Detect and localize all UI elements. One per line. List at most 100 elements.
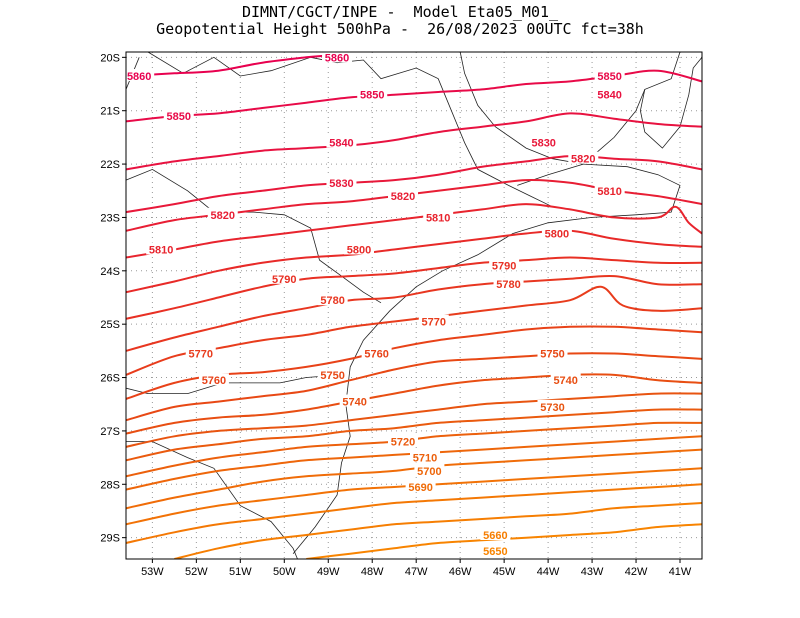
x-tick-label: 51W — [229, 566, 252, 578]
y-tick-label: 20S — [100, 52, 120, 64]
contour-label: 5740 — [553, 375, 577, 387]
contour-label: 5820 — [210, 210, 234, 222]
contour-5810 — [126, 203, 702, 259]
title-line-2: Geopotential Height 500hPa - 26/08/2023 … — [156, 20, 644, 38]
contour-label-bg — [207, 207, 238, 220]
contour-label: 5840 — [597, 90, 621, 102]
contour-label: 5790 — [492, 260, 516, 272]
state-border-mg-sp — [147, 52, 553, 208]
longitude-axis: 53W 52W 51W 50W 49W 48W 47W 46W 45W 44W 43W 42W 41W — [141, 559, 692, 578]
y-tick-label: 26S — [100, 373, 120, 385]
x-tick-label: 42W — [625, 566, 648, 578]
contour-5830 — [126, 155, 702, 214]
contour-5670 — [126, 483, 702, 544]
contour-5840 — [126, 112, 702, 171]
contour-label: 5770 — [189, 349, 213, 361]
contour-label: 5800 — [545, 228, 569, 240]
contour-label-bg — [317, 367, 348, 380]
contour-label: 5750 — [320, 370, 344, 382]
contour-label-bg — [326, 135, 357, 148]
y-tick-label: 29S — [100, 533, 120, 545]
contour-label: 5830 — [531, 138, 555, 150]
contour-label-bg — [568, 151, 599, 164]
contour-5740 — [126, 373, 702, 435]
contour-label-bg — [480, 527, 511, 540]
x-tick-label: 41W — [669, 566, 692, 578]
y-tick-label: 22S — [100, 159, 120, 171]
contour-label-bg — [317, 293, 348, 306]
contour-label: 5710 — [413, 453, 437, 465]
x-tick-label: 53W — [141, 566, 164, 578]
contour-label: 5720 — [391, 437, 415, 449]
y-tick-label: 23S — [100, 212, 120, 224]
contour-5720 — [126, 408, 702, 462]
contour-5750 — [126, 352, 702, 422]
contour-label: 5850 — [597, 71, 621, 83]
contour-label-bg — [550, 373, 581, 386]
contour-5660 — [174, 502, 702, 559]
contour-label-bg — [344, 242, 375, 255]
contour-label: 5740 — [342, 397, 366, 409]
contour-label-bg — [146, 242, 177, 255]
contour-label: 5770 — [422, 317, 446, 329]
contour-label-bg — [489, 258, 520, 271]
contour-label-bg — [414, 463, 445, 476]
state-border-pr-sc — [126, 374, 342, 394]
latitude-axis: 20S 21S 22S 23S 24S 25S 26S 27S 28S 29S — [100, 52, 126, 545]
y-tick-label: 25S — [100, 319, 120, 331]
x-tick-label: 43W — [581, 566, 604, 578]
y-tick-label: 27S — [100, 426, 120, 438]
contour-5790 — [126, 256, 702, 320]
contour-label: 5790 — [272, 274, 296, 286]
contour-label: 5810 — [149, 244, 173, 256]
contour-label: 5760 — [364, 349, 388, 361]
contour-label-bg — [163, 109, 194, 122]
contour-label: 5660 — [483, 530, 507, 542]
contour-label-bg — [594, 87, 625, 100]
contour-label: 5810 — [426, 212, 450, 224]
contour-label-bg — [537, 346, 568, 359]
state-border-mg-rj — [517, 52, 681, 186]
contour-label-bg — [357, 87, 388, 100]
y-tick-label: 21S — [100, 106, 120, 118]
contour-label: 5780 — [496, 279, 520, 291]
contour-label: 5830 — [329, 178, 353, 190]
x-tick-label: 50W — [273, 566, 296, 578]
title-line-1: DIMNT/CGCT/INPE - Model Eta05_M01_ — [241, 3, 559, 21]
state-border-ms-pr — [126, 168, 382, 304]
contour-label: 5850 — [167, 111, 191, 123]
contour-label-bg — [541, 226, 572, 239]
x-tick-label: 47W — [405, 566, 428, 578]
contour-label: 5650 — [483, 546, 507, 558]
contour-5800 — [126, 229, 702, 294]
contour-label-bg — [418, 314, 449, 327]
contour-label: 5850 — [360, 90, 384, 102]
contour-5780 — [126, 274, 702, 352]
contour-label-bg — [388, 189, 419, 202]
contour-label-bg — [326, 175, 357, 188]
contour-label: 5820 — [391, 191, 415, 203]
y-tick-label: 24S — [100, 266, 120, 278]
y-tick-label: 28S — [100, 479, 120, 491]
contour-label-bg — [493, 277, 524, 290]
contour-label-bg — [198, 373, 229, 386]
contour-label: 5810 — [597, 186, 621, 198]
contour-5760 — [126, 325, 702, 400]
contour-label-bg — [423, 210, 454, 223]
contour-label: 5750 — [540, 349, 564, 361]
x-tick-label: 44W — [537, 566, 560, 578]
contour-labels: 5860 5860 5850 5850 5850 5840 5840 5830 5830 5820… — [124, 50, 625, 558]
contour-label: 5700 — [417, 466, 441, 478]
x-tick-label: 46W — [449, 566, 472, 578]
x-tick-label: 45W — [493, 566, 516, 578]
contour-label: 5780 — [320, 295, 344, 307]
contour-label-bg — [409, 450, 440, 463]
contour-label-bg — [594, 69, 625, 82]
contour-label-bg — [269, 271, 300, 284]
contour-label-bg — [537, 399, 568, 412]
contour-5680 — [126, 467, 702, 526]
contour-label-bg — [480, 543, 511, 556]
contour-label-bg — [405, 479, 436, 492]
contour-label: 5690 — [408, 482, 432, 494]
